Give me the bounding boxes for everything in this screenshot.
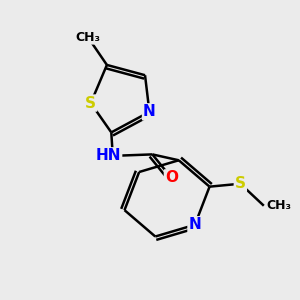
Text: O: O: [165, 170, 178, 185]
Text: HN: HN: [96, 148, 121, 164]
Text: CH₃: CH₃: [75, 31, 100, 44]
Text: S: S: [85, 96, 96, 111]
Text: N: N: [143, 104, 156, 119]
Text: S: S: [235, 176, 246, 191]
Text: CH₃: CH₃: [267, 199, 292, 212]
Text: N: N: [188, 217, 201, 232]
